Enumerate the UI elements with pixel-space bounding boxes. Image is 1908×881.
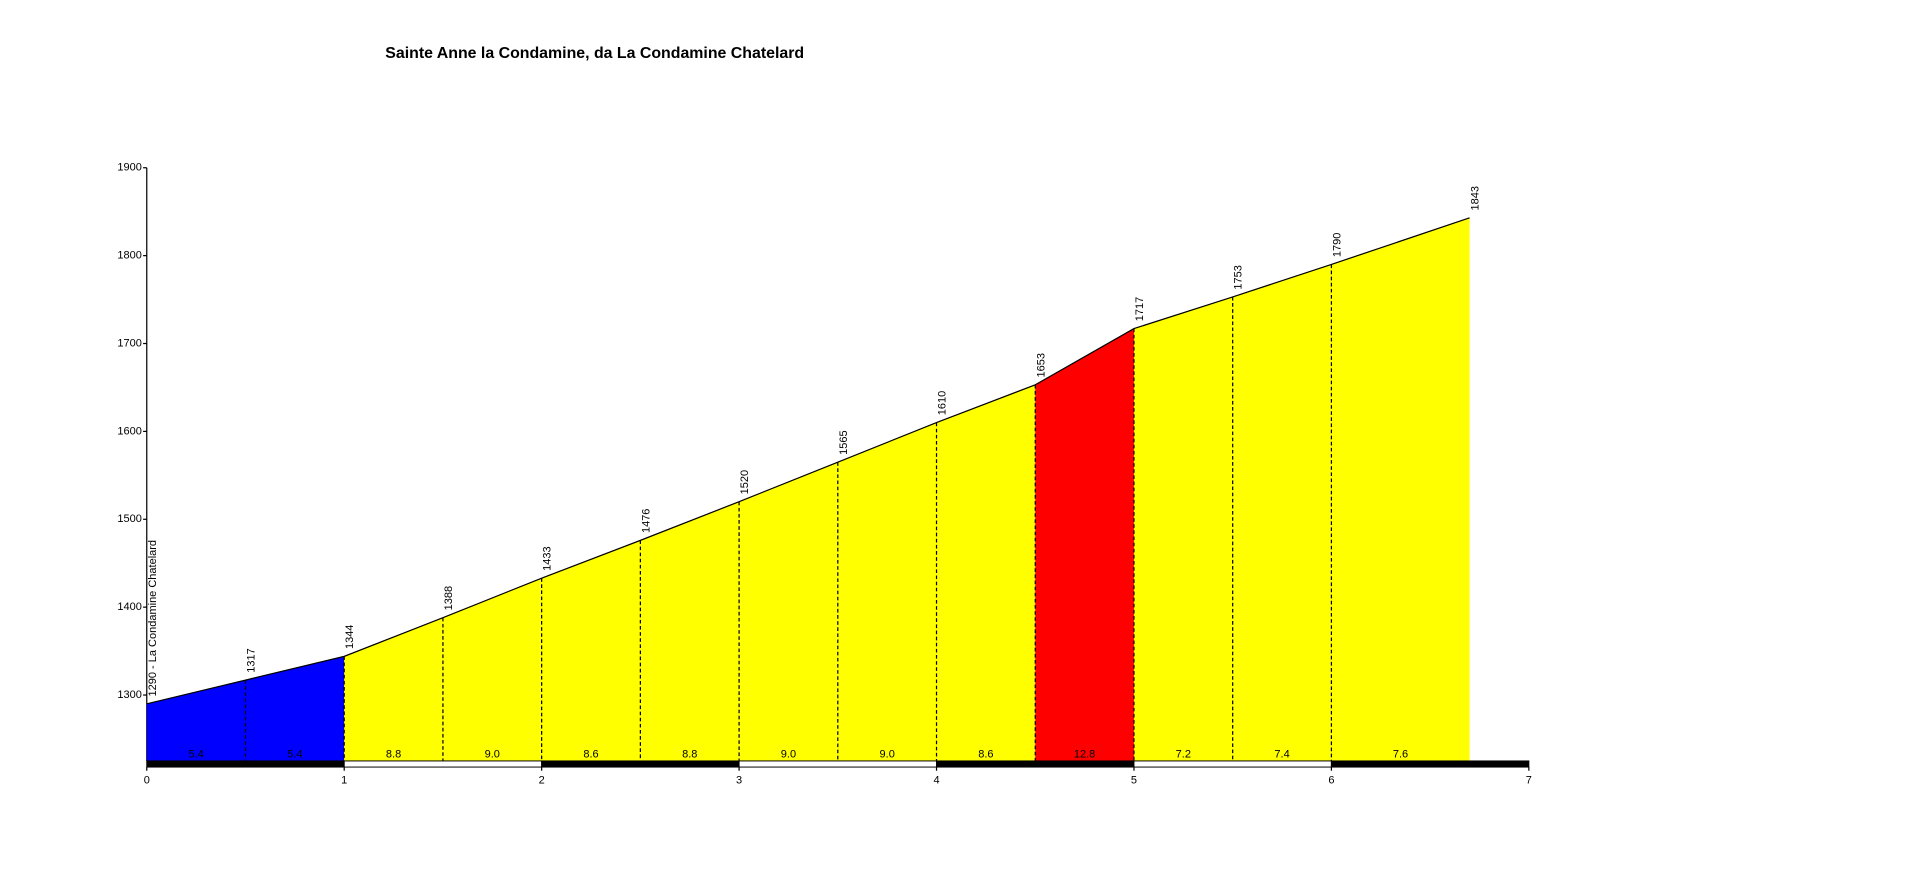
gradient-label: 8.8 [386,749,401,761]
segment-area [837,422,937,761]
elevation-label: 1565 [838,430,850,454]
gradient-label: 9.0 [781,749,796,761]
elevation-label: 1317 [246,648,258,672]
chart-title: Sainte Anne la Condamine, da La Condamin… [385,45,804,62]
gradient-label: 8.6 [978,749,993,761]
x-tick-label: 6 [1328,774,1334,786]
gradient-label: 7.2 [1176,749,1191,761]
elevation-label: 1476 [640,509,652,533]
segment-area [1035,328,1134,761]
elevation-label: 1388 [443,586,455,610]
gradient-label: 9.0 [485,749,500,761]
elevation-label: 1753 [1233,265,1245,289]
segment-area [1133,296,1233,761]
gradient-label: 8.6 [583,749,598,761]
gradient-label: 7.4 [1274,749,1289,761]
elevation-label: 1344 [344,625,356,649]
y-tick-label: 1900 [117,162,141,174]
x-tick-label: 5 [1131,774,1137,786]
gradient-label: 5.4 [188,749,203,761]
segment-area [442,578,542,761]
km-strip [343,760,543,768]
y-tick-label: 1800 [117,250,141,262]
km-strip [738,760,938,768]
y-tick-label: 1500 [117,513,141,525]
y-tick-label: 1600 [117,425,141,437]
y-tick-label: 1300 [117,689,141,701]
km-strip [1330,760,1530,768]
segment-area [739,462,838,761]
x-tick-label: 7 [1526,774,1532,786]
y-tick-label: 1400 [117,601,141,613]
x-tick-label: 0 [144,774,150,786]
gradient-label: 8.8 [682,749,697,761]
segment-area [146,680,246,761]
segment-area [541,540,641,761]
x-tick-label: 2 [539,774,545,786]
segment-area [640,501,740,761]
elevation-label: 1610 [937,391,949,415]
km-strip [146,760,345,768]
segment-area [245,656,345,761]
gradient-label: 12.8 [1074,749,1095,761]
elevation-label: 1843 [1470,186,1482,210]
segment-area [344,617,443,761]
x-tick-label: 3 [736,774,742,786]
elevation-label: 1290 - La Condamine Chatelard [147,540,159,697]
elevation-label: 1717 [1134,297,1146,321]
y-tick-label: 1700 [117,337,141,349]
segment-area [936,384,1036,761]
x-tick-label: 1 [341,774,347,786]
segment-area [1331,217,1470,761]
km-strip [936,760,1135,768]
elevation-label: 1520 [739,470,751,494]
x-tick-label: 4 [933,774,939,786]
elevation-label: 1653 [1035,353,1047,377]
segment-area [1232,264,1332,761]
profile-line [146,217,1470,705]
elevation-label: 1433 [542,546,554,570]
gradient-label: 5.4 [287,749,302,761]
km-strip [1133,760,1332,768]
km-strip [541,760,740,768]
gradient-label: 7.6 [1393,749,1408,761]
elevation-label: 1790 [1331,233,1343,257]
gradient-label: 9.0 [880,749,895,761]
